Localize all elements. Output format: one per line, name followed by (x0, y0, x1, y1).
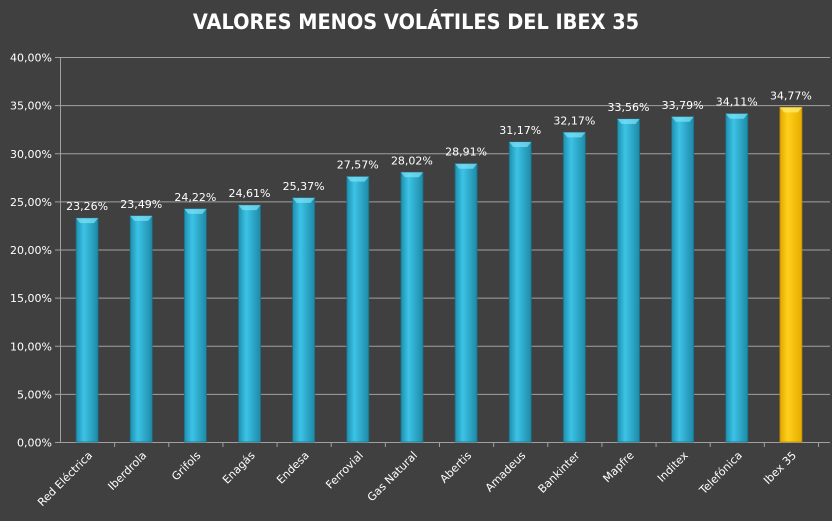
bar-bevel (617, 118, 640, 124)
data-label: 33,79% (662, 99, 704, 112)
data-label: 34,11% (716, 96, 758, 109)
y-tick-label: 0,00% (17, 437, 52, 450)
bar (400, 171, 424, 443)
data-label: 24,22% (174, 191, 216, 204)
category-label: Abertis (437, 449, 474, 486)
bar-bevel (184, 208, 207, 214)
bar (292, 197, 316, 443)
bar-bevel (400, 172, 423, 178)
bar-bevel (563, 132, 586, 138)
bar (562, 131, 586, 443)
data-label: 23,26% (66, 200, 108, 213)
category-label: Ferrovial (323, 449, 366, 492)
y-tick-label: 5,00% (17, 388, 52, 401)
bar (671, 116, 695, 443)
bar (779, 106, 803, 443)
bar-bevel (455, 163, 478, 169)
category-label: Enagás (220, 449, 258, 487)
data-label: 28,02% (391, 154, 433, 167)
y-tick-label: 30,00% (10, 148, 52, 161)
category-label: Bankinter (536, 449, 583, 496)
bar (617, 118, 640, 443)
y-tick-label: 15,00% (10, 292, 52, 305)
y-tick-label: 10,00% (10, 340, 52, 353)
y-tick-label: 25,00% (10, 196, 52, 209)
category-label: Gas Natural (365, 449, 420, 504)
y-tick-label: 20,00% (10, 244, 52, 257)
bar-bevel (779, 107, 802, 113)
category-label: Red Eléctrica (35, 449, 95, 509)
category-label: Iberdrola (105, 449, 149, 493)
bar-bevel (346, 176, 369, 182)
bar-bevel (671, 116, 694, 122)
y-tick-label: 35,00% (10, 100, 52, 113)
bar-bevel (509, 141, 532, 147)
data-label: 24,61% (229, 187, 271, 200)
category-label: Ibex 35 (761, 449, 799, 487)
category-label: Amadeus (483, 449, 529, 495)
bar (75, 217, 99, 443)
data-label: 32,17% (553, 114, 595, 127)
bar (508, 141, 532, 443)
bar-bevel (238, 205, 261, 211)
bar (129, 215, 153, 443)
category-label: Mapfre (600, 449, 636, 485)
y-tick-label: 40,00% (10, 52, 52, 65)
data-label: 31,17% (499, 124, 541, 137)
data-label: 27,57% (337, 159, 379, 172)
bar (725, 113, 749, 443)
data-label: 28,91% (445, 146, 487, 159)
bar (183, 208, 207, 443)
bar-bevel (76, 218, 99, 224)
bar (238, 204, 261, 443)
bar-bevel (725, 113, 748, 119)
data-label: 23,49% (120, 198, 162, 211)
category-label: Endesa (274, 449, 312, 487)
bar (454, 163, 478, 443)
bar (346, 176, 370, 443)
category-label: Telefónica (696, 449, 745, 498)
bar-bevel (130, 215, 153, 221)
data-label: 34,77% (770, 89, 812, 102)
bar-bevel (292, 197, 315, 203)
data-label: 33,56% (608, 101, 650, 114)
data-label: 25,37% (283, 180, 325, 193)
category-label: Grifols (169, 449, 203, 483)
category-label: Inditex (655, 449, 691, 485)
chart-title: VALORES MENOS VOLÁTILES DEL IBEX 35 (192, 10, 640, 34)
